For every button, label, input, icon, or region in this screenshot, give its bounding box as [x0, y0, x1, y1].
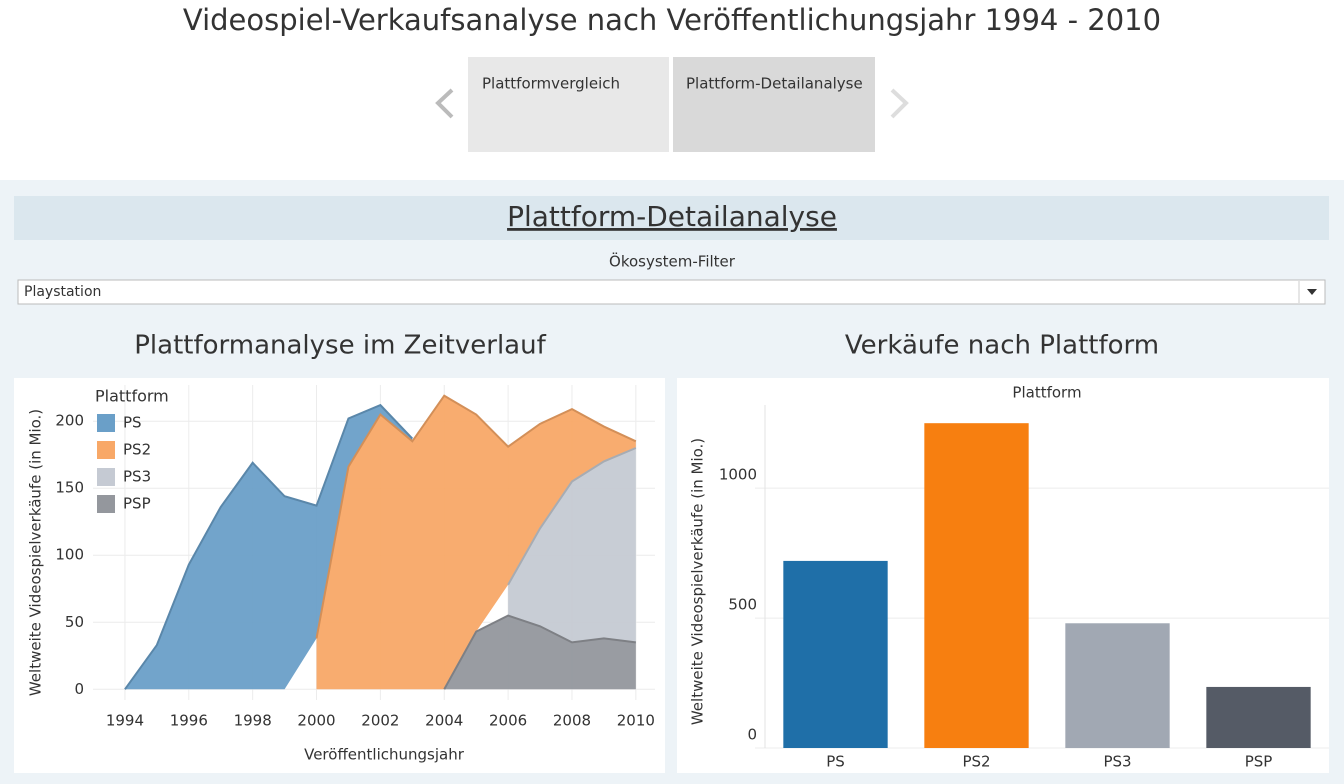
x-tick-label: 1998 — [234, 712, 272, 730]
x-tick-label: PS — [826, 753, 845, 771]
area-edge — [315, 394, 637, 639]
x-tick-label: 2010 — [617, 712, 655, 730]
x-tick-label: 2004 — [425, 712, 463, 730]
chart-title: Plattformanalyse im Zeitverlauf — [134, 331, 546, 361]
bar — [783, 560, 888, 748]
legend-label: PSP — [123, 495, 151, 513]
y-tick-label: 100 — [55, 546, 84, 564]
x-tick-label: PSP — [1245, 753, 1273, 771]
x-tick-label: 2000 — [297, 712, 335, 730]
bar — [1206, 686, 1311, 748]
tab[interactable] — [468, 57, 669, 152]
x-tick-label: 1994 — [106, 712, 144, 730]
legend-label: PS2 — [123, 441, 151, 459]
y-tick-label: 1000 — [719, 466, 757, 484]
prev-arrow[interactable] — [435, 88, 454, 119]
y-tick-label: 50 — [65, 613, 84, 631]
tab-label[interactable]: Plattformvergleich — [482, 75, 620, 93]
x-tick-label: PS2 — [962, 753, 990, 771]
bar — [924, 423, 1029, 748]
bar — [1065, 623, 1170, 748]
section-title: Plattform-Detailanalyse — [507, 200, 837, 233]
filter-value[interactable]: Playstation — [24, 284, 101, 300]
legend-swatch — [97, 468, 115, 486]
legend-swatch — [97, 495, 115, 513]
chart-subtitle: Plattform — [1012, 384, 1081, 402]
y-tick-label: 0 — [74, 680, 84, 698]
area — [508, 448, 636, 643]
y-tick-label: 150 — [55, 479, 84, 497]
y-axis-title: Weltweite Videospielverkäufe (in Mio.) — [689, 438, 707, 725]
legend-swatch — [97, 441, 115, 459]
area-edge — [443, 614, 636, 690]
y-tick-label: 500 — [728, 596, 757, 614]
x-tick-label: 2006 — [489, 712, 527, 730]
page-title: Videospiel-Verkaufsanalyse nach Veröffen… — [183, 3, 1161, 37]
legend-swatch — [97, 414, 115, 432]
filter-label: Ökosystem-Filter — [609, 252, 736, 271]
y-axis-title: Weltweite Videospielverkäufe (in Mio.) — [27, 409, 45, 696]
tab-label[interactable]: Plattform-Detailanalyse — [686, 75, 863, 93]
legend-label: PS3 — [123, 468, 151, 486]
y-tick-label: 200 — [55, 412, 84, 430]
tab-active[interactable] — [673, 57, 875, 152]
area — [124, 405, 413, 690]
dropdown-arrow[interactable] — [1307, 289, 1317, 295]
x-tick-label: 1996 — [170, 712, 208, 730]
chart-title: Verkäufe nach Plattform — [845, 331, 1159, 361]
x-tick-label: 2008 — [553, 712, 591, 730]
area-edge — [124, 403, 414, 690]
y-tick-label: 0 — [747, 726, 757, 744]
x-tick-label: 2002 — [361, 712, 399, 730]
next-arrow[interactable] — [890, 88, 909, 119]
x-axis-title: Veröffentlichungsjahr — [304, 746, 465, 764]
area — [316, 395, 636, 690]
section-bar — [14, 196, 1329, 240]
area-edge — [507, 447, 637, 586]
filter-dropdown[interactable] — [17, 279, 1326, 305]
legend-title: Plattform — [95, 387, 169, 406]
x-tick-label: PS3 — [1103, 753, 1131, 771]
legend-label: PS — [123, 414, 142, 432]
area — [444, 615, 636, 690]
